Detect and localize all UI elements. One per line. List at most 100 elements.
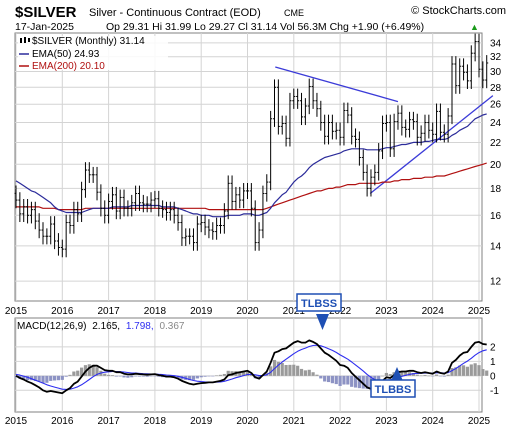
macd-histogram-bar xyxy=(118,375,122,377)
watermark: © StockCharts.com xyxy=(411,5,506,17)
macd-histogram-bar xyxy=(222,373,226,376)
price-x-tick-label: 2023 xyxy=(375,306,398,317)
price-y-tick-label: 28 xyxy=(490,83,502,94)
macd-histogram-bar xyxy=(419,375,423,377)
macd-histogram-bar xyxy=(157,375,161,377)
macd-histogram-bar xyxy=(319,375,323,379)
macd-histogram-bar xyxy=(130,375,134,378)
macd-histogram-bar xyxy=(137,375,142,377)
macd-histogram-bar xyxy=(388,374,392,376)
change-arrow-icon: ▲ xyxy=(470,22,479,32)
price-x-tick-label: 2015 xyxy=(5,306,28,317)
macd-histogram-bar xyxy=(95,367,99,376)
price-x-tick-label: 2021 xyxy=(283,306,306,317)
macd-histogram-bar xyxy=(122,375,126,378)
macd-histogram-bar xyxy=(37,375,41,382)
macd-y-tick-label: 2 xyxy=(490,342,496,353)
macd-histogram-bar xyxy=(338,375,342,386)
macd-histogram-bar xyxy=(29,375,34,381)
macd-histogram-bar xyxy=(461,365,466,376)
macd-histogram-bar xyxy=(33,375,37,381)
macd-histogram-bar xyxy=(149,375,153,377)
macd-histogram-bar xyxy=(153,375,157,377)
macd-histogram-bar xyxy=(303,370,307,376)
macd-histogram-bar xyxy=(431,375,435,377)
macd-series xyxy=(15,339,487,395)
price-x-tick-label: 2025 xyxy=(468,306,491,317)
tlbbs-arrow-icon xyxy=(391,367,403,381)
macd-histogram-bar xyxy=(280,362,284,376)
macd-histogram-bar xyxy=(427,375,431,377)
macd-histogram-bar xyxy=(357,375,361,389)
macd-histogram-bar xyxy=(361,375,365,389)
macd-histogram-bar xyxy=(76,370,80,376)
macd-histogram-bar xyxy=(110,375,115,376)
macd-x-tick-label: 2025 xyxy=(468,416,491,427)
macd-histogram-bar xyxy=(22,375,26,380)
price-y-tick-label: 32 xyxy=(490,52,502,63)
macd-histogram-bar xyxy=(307,369,311,376)
legend-main: $SILVER (Monthly) 31.14 xyxy=(32,36,145,47)
macd-y-tick-label: 0 xyxy=(490,371,496,382)
macd-histogram-bar xyxy=(188,375,192,381)
macd-histogram-bar xyxy=(269,366,273,376)
macd-histogram-bar xyxy=(438,375,443,377)
price-y-tick-label: 14 xyxy=(490,241,502,252)
macd-legend-signal: 1.798, xyxy=(126,321,154,332)
macd-histogram-bar xyxy=(25,375,30,381)
macd-histogram-bar xyxy=(41,375,45,384)
tlbss-annotation: TLBSS xyxy=(296,293,342,330)
macd-y-tick-label: 1 xyxy=(490,357,496,368)
macd-x-tick-label: 2024 xyxy=(422,416,445,427)
macd-histogram-bar xyxy=(52,375,57,381)
macd-histogram-bar xyxy=(218,374,223,376)
macd-histogram-bar xyxy=(72,371,76,376)
exchange-label: CME xyxy=(284,8,304,18)
price-x-tick-label: 2018 xyxy=(144,306,167,317)
macd-histogram-bar xyxy=(411,372,416,376)
tlbbs-label: TLBBS xyxy=(375,384,412,396)
macd-histogram-bar xyxy=(365,375,369,389)
macd-histogram-bar xyxy=(450,368,454,376)
macd-histogram-bar xyxy=(56,375,61,381)
tlbss-arrow-icon xyxy=(316,314,329,330)
macd-histogram-bar xyxy=(134,375,138,377)
macd-histogram-bar xyxy=(330,375,334,384)
price-y-tick-label: 22 xyxy=(490,138,502,149)
macd-histogram-bar xyxy=(249,374,253,376)
macd-legend: MACD(12,26,9) 2.165, 1.798, 0.367 xyxy=(17,321,185,332)
macd-histogram-bar xyxy=(49,375,53,381)
macd-histogram-bar xyxy=(434,374,439,376)
macd-histogram-bar xyxy=(323,375,327,382)
macd-histogram-bar xyxy=(68,374,72,376)
macd-histogram-bar xyxy=(126,375,130,378)
macd-x-tick-label: 2021 xyxy=(283,416,306,427)
tlbbs-annotation: TLBBS xyxy=(370,367,416,398)
macd-histogram-bar xyxy=(191,375,196,380)
price-x-tick-label: 2016 xyxy=(51,306,74,317)
macd-histogram-bar xyxy=(226,370,230,376)
macd-histogram-bar xyxy=(404,372,408,376)
macd-histogram-bar xyxy=(334,375,338,385)
macd-histogram-bar xyxy=(400,371,404,376)
macd-histogram-bar xyxy=(87,364,91,376)
price-x-axis: 2015201620172018201920202021202220232024… xyxy=(5,306,491,317)
macd-histogram-bar xyxy=(380,375,385,377)
price-x-tick-label: 2024 xyxy=(422,306,445,317)
macd-histogram-bar xyxy=(145,375,149,377)
macd-x-axis: 2015 2016 2017 2018 2019 2020 2021 2022 2023 2024… xyxy=(5,416,491,427)
tlbss-label: TLBSS xyxy=(301,298,337,310)
macd-histogram-bar xyxy=(215,375,219,376)
price-y-tick-label: 20 xyxy=(490,160,502,171)
contract-name: Silver - Continuous Contract (EOD) xyxy=(89,7,261,19)
macd-histogram-bar xyxy=(203,375,207,377)
price-y-tick-label: 26 xyxy=(490,100,502,111)
macd-histogram-bar xyxy=(60,375,64,380)
macd-histogram-bar xyxy=(346,375,350,385)
price-y-tick-label: 18 xyxy=(490,184,502,195)
macd-histogram-bar xyxy=(454,367,458,376)
macd-histogram-bar xyxy=(315,374,319,376)
macd-histogram-bar xyxy=(257,375,261,380)
price-y-tick-label: 34 xyxy=(490,38,502,49)
macd-histogram-bar xyxy=(107,374,111,376)
